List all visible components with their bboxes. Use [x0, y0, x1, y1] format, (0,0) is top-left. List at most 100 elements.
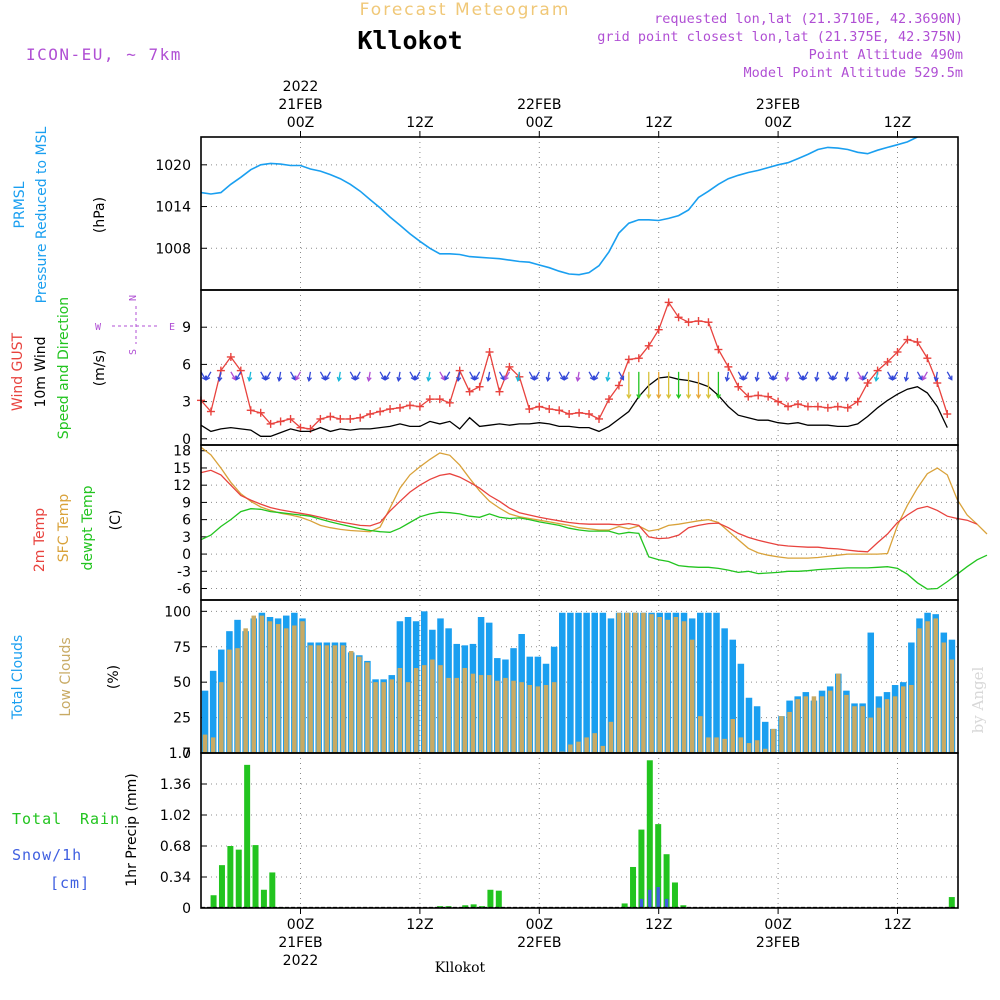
low-cloud-bar: [844, 694, 849, 753]
low-cloud-bar: [616, 612, 622, 753]
rain-bar: [252, 845, 259, 908]
wind-direction-arrow-icon: [827, 371, 834, 381]
wind-direction-arrow-icon: [743, 371, 749, 381]
arrow-shaft: [606, 371, 610, 381]
arrow-head: [354, 375, 360, 381]
wind-direction-arrow-icon: [857, 371, 863, 381]
wind-direction-arrow-icon: [618, 371, 625, 381]
sfc-temp-line: [200, 446, 988, 559]
arrow-head: [276, 376, 283, 382]
wind-gust-marker: [684, 318, 693, 327]
wind-direction-arrow-icon: [784, 371, 790, 382]
low-cloud-bar: [787, 711, 792, 753]
wind-direction-arrow-icon: [414, 371, 421, 381]
wind-direction-arrow-icon: [922, 371, 928, 381]
arrow-head: [474, 375, 479, 381]
low-cloud-bar: [657, 617, 662, 753]
wind-direction-arrow-icon: [504, 371, 511, 381]
arrow-head: [456, 376, 462, 382]
arrow-head: [715, 394, 722, 400]
arrow-head: [605, 376, 611, 382]
wind-gust-marker: [754, 391, 763, 400]
arrow-head: [530, 375, 535, 381]
rain-bar: [646, 760, 653, 908]
low-cloud-bar: [340, 645, 346, 753]
arrow-head: [205, 375, 211, 381]
bottom-time-label: 21FEB: [278, 935, 322, 951]
wind-gust-marker: [316, 414, 325, 423]
bottom-time-axis: 00Z 21FEB 2022 12Z 00Z 22FEB 12Z 00Z 23FEB 12Z: [278, 908, 911, 969]
wind-gust-marker: [206, 407, 215, 416]
subtitle: Forecast Meteogram: [360, 0, 571, 20]
total-cloud-bar: [753, 706, 761, 753]
wind-direction-arrow-icon: [575, 371, 581, 382]
arrow-head: [832, 375, 838, 381]
y-tick-label: 75: [173, 640, 191, 656]
low-cloud-bar: [949, 659, 955, 753]
snow-label: Snow/1h: [12, 846, 82, 864]
panel-frame: [200, 752, 959, 909]
wind-direction-arrow-icon: [626, 371, 632, 400]
low-cloud-bar: [389, 679, 395, 753]
wind-gust-marker: [465, 387, 474, 396]
arrow-head: [892, 375, 897, 381]
low-cloud-bar: [357, 656, 362, 753]
low-cloud-bar: [576, 741, 581, 753]
wind-direction-arrow-icon: [444, 371, 451, 381]
arrow-shaft: [827, 371, 833, 380]
wind-gust-marker: [475, 382, 484, 391]
bottom-time-label: 22FEB: [517, 935, 561, 951]
wind-gust-marker: [266, 419, 275, 428]
bottom-time-label: 00Z: [287, 917, 314, 933]
wind-gust-marker: [226, 352, 235, 361]
wind-direction-arrow-icon: [705, 371, 712, 400]
low-cloud-bar: [413, 668, 419, 753]
t2m-temp-line: [200, 469, 978, 553]
arrow-shaft: [886, 371, 893, 380]
y-tick-label: 3: [182, 530, 191, 546]
arrow-head: [933, 376, 939, 382]
low-cloud-bar: [324, 645, 330, 753]
clouds-panel: 0 25 50 75 100: [164, 599, 959, 762]
y-tick-label: 1.02: [160, 808, 191, 824]
compass-west: W: [95, 322, 102, 333]
arrow-shaft: [767, 371, 774, 380]
arrow-shaft: [427, 371, 431, 381]
bottom-time-label: 12Z: [645, 917, 672, 933]
y-tick-label: 12: [173, 478, 191, 494]
wind-gust-marker: [435, 395, 444, 404]
arrow-shaft: [325, 371, 331, 380]
pressure-msl-label: Pressure Reduced to MSL: [34, 126, 50, 303]
rain-bar: [655, 824, 662, 908]
requested-coords: requested lon,lat (21.3710E, 42.3690N): [654, 11, 963, 27]
wind-gust-marker: [853, 397, 862, 406]
wind-direction-arrow-icon: [646, 371, 652, 400]
arrow-shaft: [235, 371, 242, 380]
bottom-time-label: 00Z: [764, 917, 791, 933]
wind-gust-marker: [654, 325, 663, 334]
y-tick-label: 9: [182, 495, 191, 511]
arrow-shaft: [474, 371, 481, 380]
low-cloud-bar: [746, 743, 752, 753]
arrow-shaft: [905, 371, 909, 381]
wind-gust-marker: [823, 403, 832, 412]
arrow-shaft: [498, 371, 505, 380]
arrow-shaft: [379, 371, 386, 380]
arrow-head: [705, 394, 712, 400]
wind-direction-arrow-icon: [485, 371, 492, 382]
wind-gust-marker: [356, 413, 365, 422]
wind-direction-arrow-icon: [289, 371, 296, 381]
wind-gust-marker: [813, 402, 822, 411]
snow-bar: [656, 887, 660, 908]
low-cloud-bar: [275, 624, 281, 753]
snow-unit-label: [cm]: [50, 874, 90, 892]
low-cloud-bar: [852, 706, 857, 753]
rain-bar: [235, 849, 242, 908]
top-time-label: 23FEB: [756, 97, 800, 113]
low-cloud-bar: [608, 721, 614, 753]
arrow-shaft: [260, 371, 266, 380]
wind-direction-arrow-icon: [656, 371, 662, 400]
wind-direction-arrow-icon: [772, 371, 779, 381]
arrow-shaft: [517, 371, 521, 381]
